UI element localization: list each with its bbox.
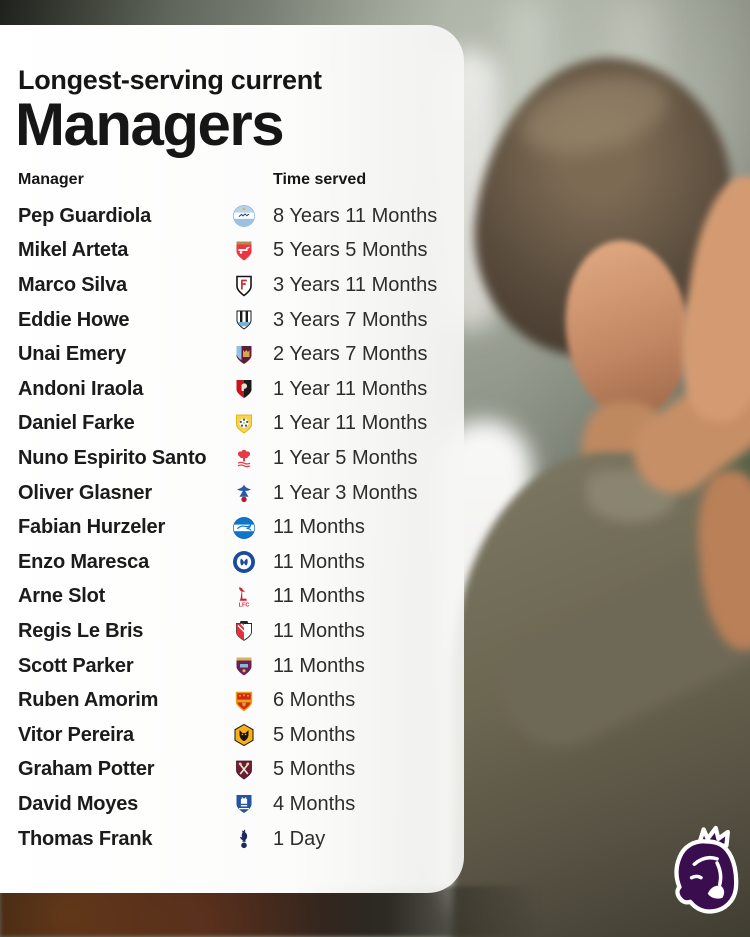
burnley-crest-icon — [232, 654, 256, 678]
manager-row: Unai Emery 2 Years 7 Months — [18, 337, 464, 372]
manager-row: Pep Guardiola 8 Years 11 Months — [18, 199, 464, 234]
arsenal-crest-icon — [232, 239, 256, 263]
info-panel: Longest-serving current Managers Manager… — [0, 25, 464, 893]
manager-name: Fabian Hurzeler — [18, 516, 166, 539]
west-ham-crest-icon — [232, 758, 256, 782]
manager-row: David Moyes 4 Months — [18, 787, 464, 822]
manager-row: Eddie Howe 3 Years 7 Months — [18, 303, 464, 338]
time-served: 11 Months — [273, 585, 365, 608]
liverpool-crest-icon: LFC — [232, 585, 256, 609]
man-city-crest-icon — [232, 204, 256, 228]
time-served: 3 Years 11 Months — [273, 274, 438, 297]
time-served: 11 Months — [273, 516, 365, 539]
time-served: 11 Months — [273, 619, 365, 642]
sunderland-crest-icon — [232, 619, 256, 643]
manager-name: Arne Slot — [18, 585, 106, 608]
manager-row: Andoni Iraola 1 Year 11 Months — [18, 372, 464, 407]
leeds-crest-icon — [232, 412, 256, 436]
manager-row: Arne Slot LFC 11 Months — [18, 580, 464, 615]
column-header-manager: Manager — [18, 171, 84, 189]
time-served: 1 Year 11 Months — [273, 412, 428, 435]
manager-row: Regis Le Bris 11 Months — [18, 614, 464, 649]
manager-name: Scott Parker — [18, 654, 134, 677]
time-served: 8 Years 11 Months — [273, 204, 438, 227]
time-served: 3 Years 7 Months — [273, 308, 428, 331]
manager-name: Oliver Glasner — [18, 481, 152, 504]
manager-row: Vitor Pereira 5 Months — [18, 718, 464, 753]
chelsea-crest-icon — [232, 550, 256, 574]
subtitle: Longest-serving current — [18, 65, 322, 95]
time-served: 11 Months — [273, 550, 365, 573]
manager-name: Unai Emery — [18, 343, 127, 366]
fulham-crest-icon — [232, 274, 256, 298]
manager-name: Pep Guardiola — [18, 204, 151, 227]
time-served: 5 Months — [273, 723, 356, 746]
manager-row: Marco Silva 3 Years 11 Months — [18, 268, 464, 303]
manager-row: Graham Potter 5 Months — [18, 753, 464, 788]
aston-villa-crest-icon — [232, 343, 256, 367]
photo-crowd-strip — [0, 886, 540, 937]
manager-name: Mikel Arteta — [18, 239, 129, 262]
time-served: 5 Months — [273, 758, 356, 781]
page-title: Managers — [15, 91, 285, 159]
svg-text:LFC: LFC — [239, 602, 250, 608]
time-served: 1 Year 11 Months — [273, 377, 428, 400]
column-headers: Manager Time served — [18, 170, 464, 190]
time-served: 1 Day — [273, 827, 326, 850]
tottenham-crest-icon — [232, 827, 256, 851]
time-served: 4 Months — [273, 792, 356, 815]
wolves-crest-icon — [232, 723, 256, 747]
manager-row: Fabian Hurzeler 11 Months — [18, 510, 464, 545]
premier-league-lion-icon — [662, 824, 748, 926]
manager-name: Thomas Frank — [18, 827, 153, 850]
everton-crest-icon — [232, 792, 256, 816]
manager-name: Vitor Pereira — [18, 723, 134, 746]
bournemouth-crest-icon — [232, 377, 256, 401]
manager-name: Nuno Espirito Santo — [18, 446, 207, 469]
time-served: 1 Year 5 Months — [273, 446, 418, 469]
crystal-palace-crest-icon — [232, 481, 256, 505]
manager-row: Scott Parker 11 Months — [18, 649, 464, 684]
manager-row: Nuno Espirito Santo 1 Year 5 Months — [18, 441, 464, 476]
time-served: 1 Year 3 Months — [273, 481, 418, 504]
manager-name: David Moyes — [18, 792, 139, 815]
newcastle-crest-icon — [232, 308, 256, 332]
manager-row: Oliver Glasner 1 Year 3 Months — [18, 476, 464, 511]
manager-row: Enzo Maresca 11 Months — [18, 545, 464, 580]
manager-row: Daniel Farke 1 Year 11 Months — [18, 407, 464, 442]
manager-name: Marco Silva — [18, 274, 127, 297]
column-header-time: Time served — [273, 171, 367, 189]
time-served: 2 Years 7 Months — [273, 343, 428, 366]
manager-name: Daniel Farke — [18, 412, 135, 435]
brighton-crest-icon — [232, 516, 256, 540]
manager-name: Andoni Iraola — [18, 377, 144, 400]
manager-name: Graham Potter — [18, 758, 155, 781]
manager-name: Enzo Maresca — [18, 550, 149, 573]
manager-row: Ruben Amorim 6 Months — [18, 683, 464, 718]
managers-list: Pep Guardiola 8 Years 11 Months Mikel Arte… — [18, 199, 464, 856]
manager-row: Thomas Frank 1 Day — [18, 822, 464, 857]
manager-name: Regis Le Bris — [18, 619, 144, 642]
manager-name: Ruben Amorim — [18, 689, 159, 712]
nottingham-forest-crest-icon — [232, 446, 256, 470]
man-united-crest-icon — [232, 689, 256, 713]
time-served: 5 Years 5 Months — [273, 239, 428, 262]
manager-row: Mikel Arteta 5 Years 5 Months — [18, 234, 464, 269]
time-served: 6 Months — [273, 689, 356, 712]
manager-name: Eddie Howe — [18, 308, 130, 331]
time-served: 11 Months — [273, 654, 365, 677]
